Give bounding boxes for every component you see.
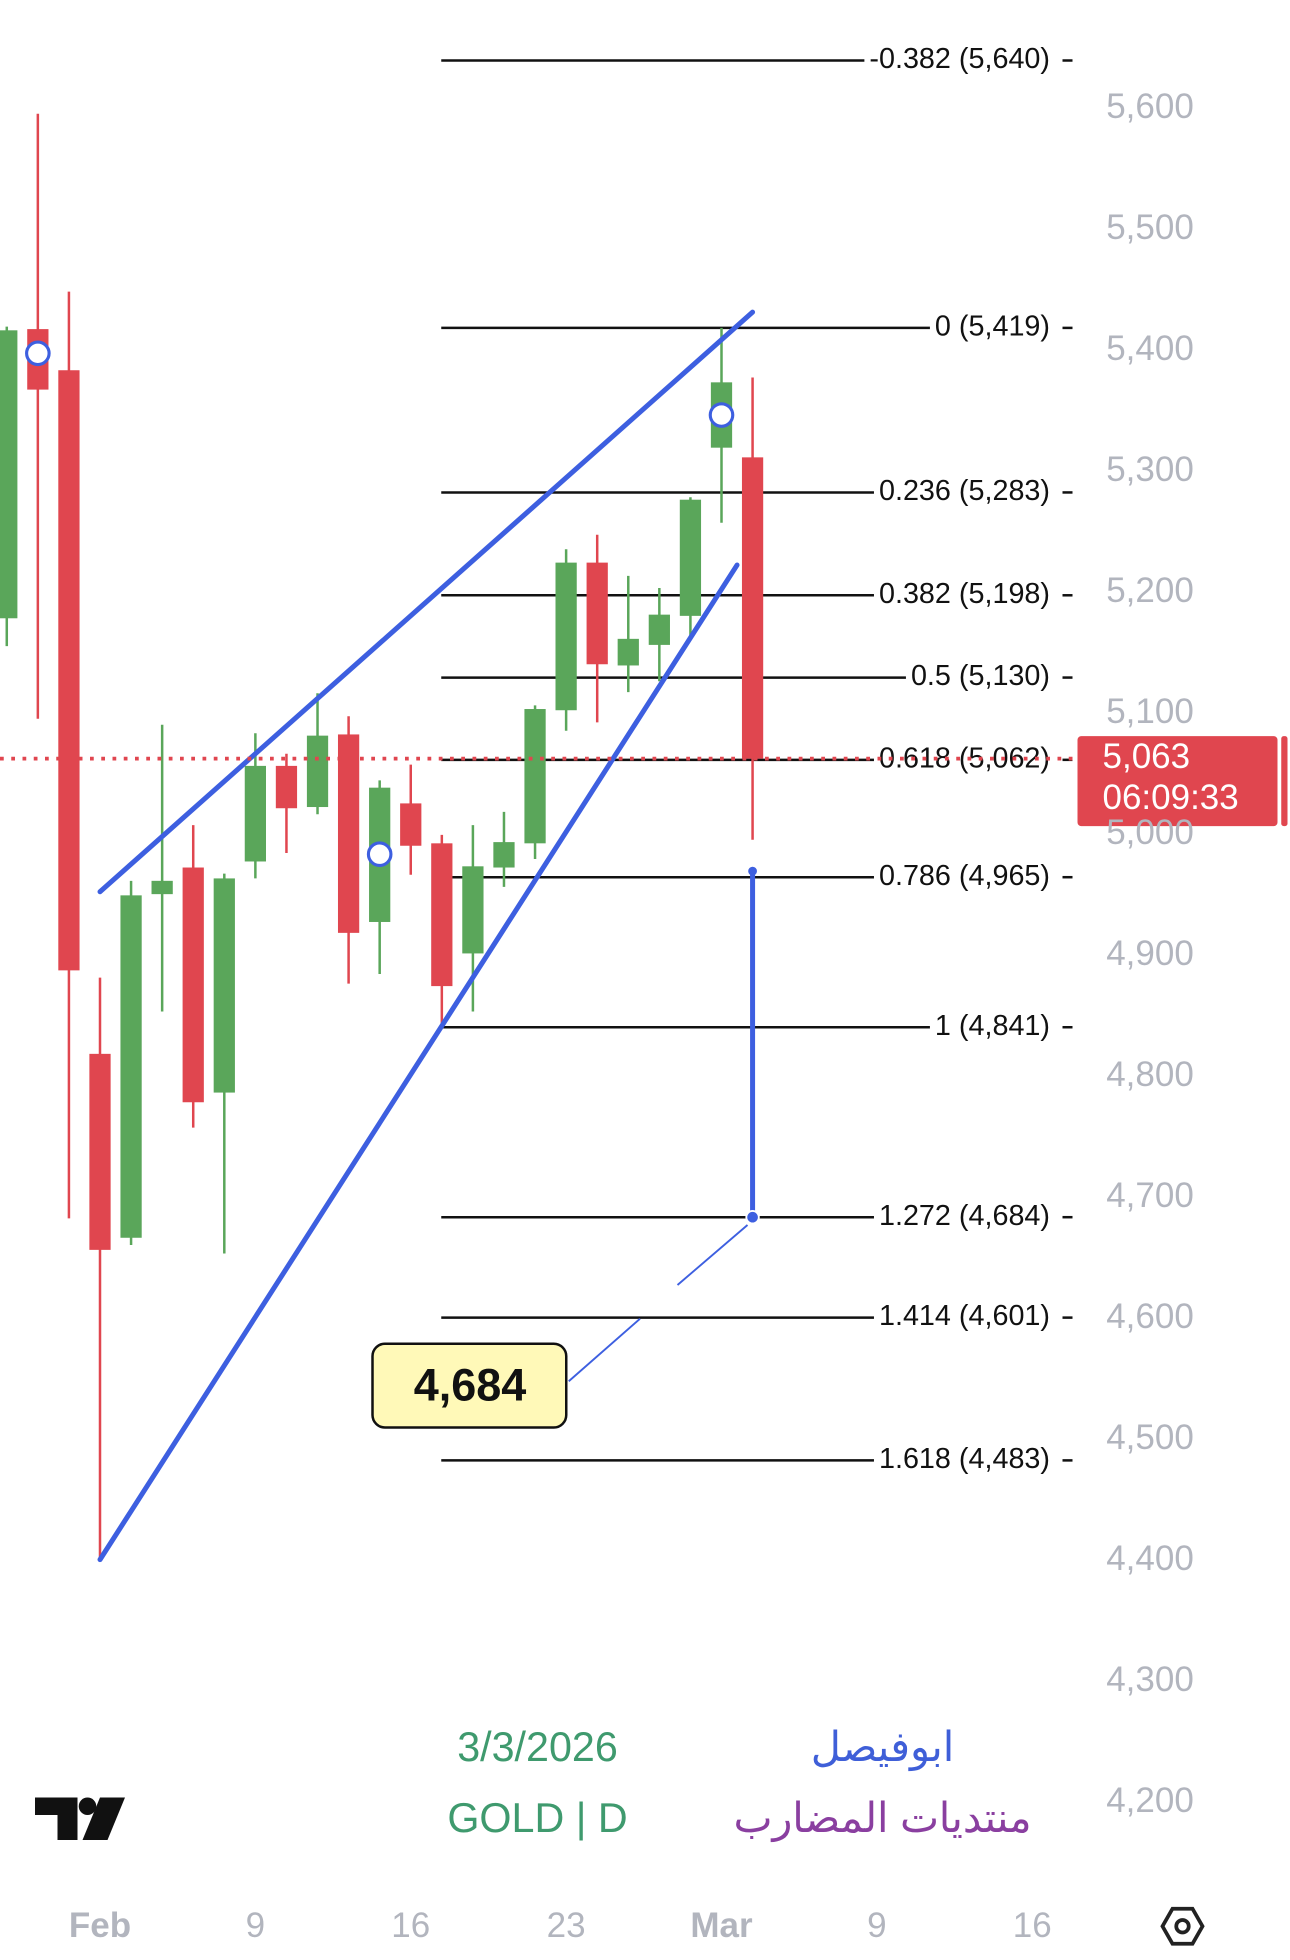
fib-label: 1.618 (4,483) bbox=[879, 1443, 1050, 1475]
y-tick-label: 4,900 bbox=[1106, 934, 1194, 973]
fib-label: -0.382 (5,640) bbox=[869, 43, 1050, 75]
candles-layer bbox=[0, 113, 764, 1560]
candle-body bbox=[648, 614, 670, 645]
x-tick-label: 9 bbox=[867, 1906, 886, 1945]
channel-line bbox=[97, 562, 740, 1563]
candle-body bbox=[306, 735, 329, 808]
logo bbox=[35, 1797, 125, 1840]
countdown-label: 06:09:33 bbox=[1103, 778, 1239, 817]
settings-icon[interactable] bbox=[1160, 1906, 1205, 1946]
callout-connector bbox=[676, 1224, 749, 1286]
callout-connector bbox=[568, 1318, 641, 1382]
y-tick-label: 5,000 bbox=[1106, 813, 1194, 852]
y-tick-label: 5,100 bbox=[1106, 692, 1194, 731]
candle-body bbox=[213, 878, 235, 1093]
last-price-edge bbox=[1281, 736, 1288, 827]
last-price-box bbox=[1077, 736, 1278, 827]
alert-marker bbox=[25, 340, 51, 367]
target-dot bbox=[745, 1210, 760, 1225]
x-tick-label: 9 bbox=[246, 1906, 265, 1945]
y-tick-label: 5,500 bbox=[1106, 208, 1194, 247]
y-tick-label: 4,600 bbox=[1106, 1297, 1194, 1336]
candle-body bbox=[462, 866, 484, 954]
target-dot bbox=[748, 866, 757, 876]
fib-layer: -0.382 (5,640) 0 (5,419) 0.236 (5,283) 0.38… bbox=[441, 43, 1073, 1475]
y-tick-label: 5,200 bbox=[1106, 571, 1194, 610]
x-tick-label: 16 bbox=[391, 1906, 430, 1945]
candle-body bbox=[58, 370, 80, 971]
candle-body bbox=[89, 1053, 111, 1250]
y-tick-label: 4,500 bbox=[1106, 1418, 1194, 1457]
candle-body bbox=[182, 867, 204, 1103]
y-tick-label: 4,800 bbox=[1106, 1055, 1194, 1094]
axis-layer: 4,200 4,300 4,400 4,500 4,600 4,700 4,800 4,900… bbox=[69, 87, 1194, 1945]
candle-body bbox=[0, 330, 18, 619]
candle-body bbox=[617, 638, 639, 666]
alert-marker bbox=[366, 841, 393, 868]
candle-body bbox=[741, 457, 764, 759]
watermark-date: 3/3/2026 bbox=[457, 1724, 618, 1770]
y-tick-label: 4,700 bbox=[1106, 1176, 1194, 1215]
target-callout-box bbox=[371, 1342, 568, 1429]
x-tick-label: Mar bbox=[690, 1906, 753, 1945]
watermark-forum: منتديات المضارب bbox=[734, 1795, 1032, 1843]
candle-body bbox=[120, 895, 142, 1238]
fib-label: 0.5 (5,130) bbox=[911, 660, 1050, 692]
y-tick-label: 5,600 bbox=[1106, 87, 1194, 126]
fib-label: 0 (5,419) bbox=[935, 310, 1050, 342]
candle-body bbox=[400, 803, 422, 846]
fib-label: 0.236 (5,283) bbox=[879, 475, 1050, 507]
x-tick-label: 16 bbox=[1013, 1906, 1052, 1945]
y-tick-label: 4,400 bbox=[1106, 1539, 1194, 1578]
candle-body bbox=[244, 765, 266, 862]
fib-label: 1.272 (4,684) bbox=[879, 1200, 1050, 1232]
target-callout-label: 4,684 bbox=[414, 1360, 527, 1411]
fib-label: 1.414 (4,601) bbox=[879, 1300, 1050, 1332]
y-tick-label: 4,200 bbox=[1106, 1781, 1194, 1820]
x-tick-label: 23 bbox=[547, 1906, 586, 1945]
last-price-label: 5,063 bbox=[1103, 737, 1191, 776]
channel-line bbox=[97, 309, 756, 895]
alert-marker bbox=[708, 402, 735, 428]
candle-body bbox=[275, 765, 298, 809]
x-tick-label: Feb bbox=[69, 1906, 131, 1945]
y-tick-label: 4,300 bbox=[1106, 1660, 1194, 1699]
candle-body bbox=[555, 562, 577, 711]
candle-body bbox=[493, 842, 515, 868]
fib-label: 0.382 (5,198) bbox=[879, 578, 1050, 610]
fib-label: 0.786 (4,965) bbox=[879, 860, 1050, 892]
candle-body bbox=[337, 734, 360, 933]
y-tick-label: 5,400 bbox=[1106, 329, 1194, 368]
candle-body bbox=[679, 499, 702, 616]
fib-label: 1 (4,841) bbox=[935, 1010, 1050, 1042]
y-tick-label: 5,300 bbox=[1106, 450, 1194, 489]
candle-body bbox=[586, 562, 608, 665]
candle-body bbox=[431, 843, 453, 987]
fib-label: 0.618 (5,062) bbox=[879, 742, 1050, 774]
watermark-author: ابوفيصل bbox=[811, 1724, 954, 1772]
candle-body bbox=[151, 880, 173, 895]
candle-body bbox=[524, 709, 546, 844]
watermark-symbol: GOLD | D bbox=[447, 1795, 627, 1841]
